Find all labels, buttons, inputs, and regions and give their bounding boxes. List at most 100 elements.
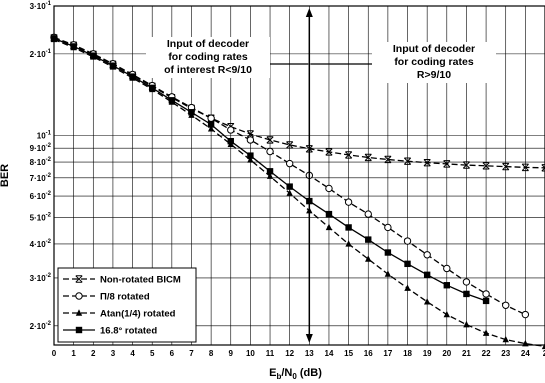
x-tick-label: 10: [246, 349, 255, 358]
legend-marker: [75, 275, 83, 283]
data-point: [207, 121, 215, 128]
x-tick-label: 5: [150, 349, 155, 358]
data-point: [266, 172, 274, 179]
plot-frame: [53, 5, 545, 346]
data-point: [463, 320, 470, 328]
data-point: [207, 114, 215, 122]
annotation-text: Input of decoder: [167, 38, 249, 50]
data-point: [404, 284, 411, 291]
data-point: [325, 210, 333, 218]
y-tick-label: 8·10-2: [30, 157, 52, 167]
x-tick-label: 14: [325, 349, 334, 358]
x-tick-label: 6: [170, 349, 175, 358]
annotation-text: of interest R<9/10: [164, 64, 252, 76]
annotation-text: for coding rates: [168, 51, 248, 63]
data-point: [384, 155, 392, 164]
y-tick-label: 10-1: [37, 131, 52, 141]
x-tick-label: 2: [91, 349, 96, 358]
data-point: [325, 148, 333, 156]
y-axis-label: BER: [0, 164, 11, 187]
y-tick-label: 4·10-2: [30, 239, 52, 249]
data-point: [149, 84, 156, 92]
data-point: [423, 251, 431, 259]
data-point: [482, 162, 490, 170]
data-point: [482, 297, 490, 305]
x-tick-label: 22: [482, 349, 491, 358]
data-point: [246, 136, 255, 144]
data-point: [247, 152, 254, 159]
x-tick-label: 24: [521, 349, 530, 358]
data-point: [286, 141, 294, 149]
x-axis-label: Eb/N0 (dB): [269, 367, 322, 381]
y-tick-label: 6·10-2: [30, 191, 52, 201]
data-point: [345, 240, 352, 247]
data-point: [443, 282, 450, 289]
legend-label: 16.8° rotated: [100, 326, 157, 337]
legend-label: Non-rotated BICM: [100, 275, 181, 286]
data-point: [443, 310, 450, 318]
data-point: [364, 153, 372, 162]
data-point: [423, 298, 431, 305]
data-point: [482, 290, 490, 298]
data-point: [443, 160, 451, 168]
data-point: [344, 198, 353, 206]
x-tick-labels: 0 1 2 3 4 5 6 7 8 9 10 11 12 13 14 15 16 17 18 19 20 21 22 23 24…: [52, 349, 545, 358]
data-point: [247, 156, 254, 163]
x-tick-label: 3: [111, 349, 116, 358]
data-point: [325, 223, 333, 231]
x-tick-label: 4: [130, 349, 135, 358]
y-tick-label: 5·10-2: [30, 213, 52, 223]
data-point: [266, 147, 274, 156]
annotation-text: for coding rates: [394, 56, 474, 68]
x-tick-label: 1: [71, 349, 76, 358]
data-point: [227, 126, 235, 134]
data-point: [325, 184, 333, 193]
y-tick-label: 3·10-2: [30, 273, 52, 283]
data-point: [365, 255, 372, 262]
x-tick-label: 19: [423, 349, 432, 358]
x-tick-label: 13: [305, 349, 314, 358]
series-line: [53, 38, 545, 348]
data-point: [502, 335, 509, 343]
x-tick-label: 21: [462, 349, 471, 358]
series-group: [50, 33, 545, 350]
annotation-text: R>9/10: [417, 69, 451, 81]
data-point: [541, 342, 545, 350]
data-point: [502, 301, 510, 309]
data-point: [90, 52, 97, 59]
annotation-text: Input of decoder: [393, 43, 475, 55]
annotation-bg: [146, 37, 270, 78]
data-point: [70, 43, 77, 50]
data-point: [286, 189, 293, 196]
x-tick-label: 0: [52, 349, 57, 358]
legend-label: Π/8 rotated: [100, 292, 150, 303]
data-point: [109, 62, 117, 69]
x-tick-label: 7: [189, 349, 194, 358]
x-tick-label: 12: [285, 349, 294, 358]
data-point: [365, 236, 372, 243]
data-point: [463, 290, 470, 298]
data-point: [266, 136, 274, 144]
data-point: [227, 137, 234, 145]
data-point: [285, 159, 294, 168]
data-point: [462, 161, 470, 169]
x-tick-label: 23: [501, 349, 510, 358]
data-point: [129, 73, 136, 80]
data-point: [384, 249, 392, 256]
legend-marker: [75, 309, 83, 316]
y-tick-label: 3·10-1: [30, 1, 52, 11]
y-tick-label: 7·10-2: [30, 173, 52, 183]
legend-marker: [75, 326, 83, 334]
data-point: [403, 237, 412, 245]
data-point: [443, 264, 451, 273]
x-tick-label: 20: [442, 349, 451, 358]
y-tick-label: 9·10-2: [30, 143, 52, 153]
legend-label: Atan(1/4) rotated: [100, 309, 176, 320]
data-point: [384, 223, 392, 232]
annotation-bg: [372, 42, 496, 83]
y-tick-label: 2·10-2: [30, 321, 52, 331]
data-point: [502, 162, 510, 171]
data-point: [364, 210, 372, 218]
data-point: [286, 183, 293, 190]
